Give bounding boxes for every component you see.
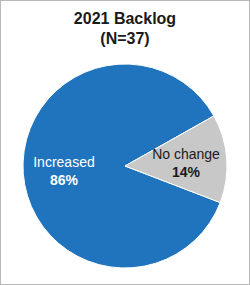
chart-container: 2021 Backlog (N=37) Increased 86% No change 1… xyxy=(0,0,250,285)
slice-name: Increased xyxy=(33,154,94,170)
slice-name: No change xyxy=(152,146,220,162)
title: 2021 Backlog xyxy=(74,10,176,27)
slice-value: 86% xyxy=(50,172,79,188)
pie-labels: Increased 86% No change 14% xyxy=(33,146,220,189)
subtitle: (N=37) xyxy=(100,30,149,47)
frame xyxy=(1,1,250,285)
chart-svg: 2021 Backlog (N=37) Increased 86% No change 1… xyxy=(0,0,250,285)
pie-slice xyxy=(125,116,227,203)
pie-slice xyxy=(23,64,220,268)
pie-slices xyxy=(23,64,227,268)
slice-value: 14% xyxy=(172,164,201,180)
